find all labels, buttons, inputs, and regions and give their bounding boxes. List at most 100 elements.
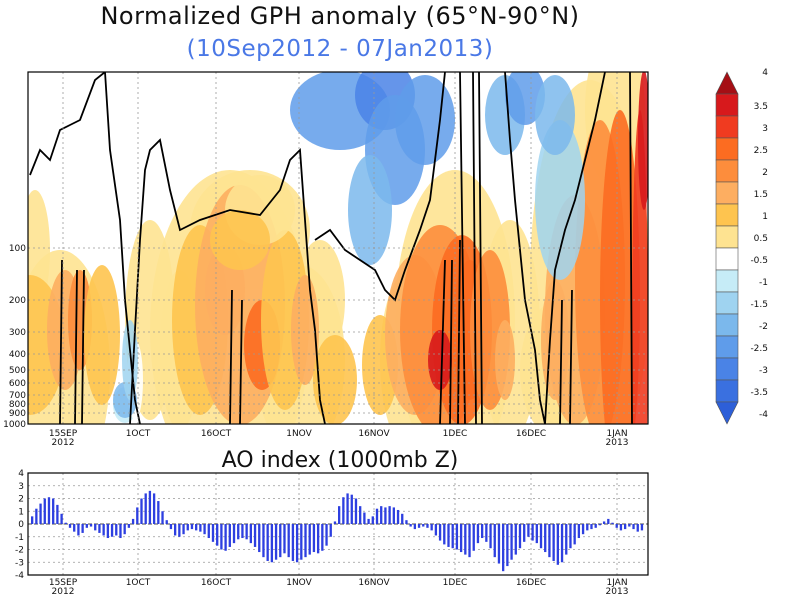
colorbar-segment — [715, 269, 739, 293]
ao-bar — [531, 524, 534, 541]
y-tick-label: 300 — [9, 328, 26, 338]
ao-y-tick-label: -1 — [15, 533, 24, 543]
colorbar-segment — [715, 137, 739, 161]
ao-bar — [480, 524, 484, 539]
ao-bar — [384, 507, 387, 524]
ao-bar — [581, 524, 585, 535]
ao-bar — [497, 524, 501, 564]
x-tick-label: 16DEC — [516, 578, 546, 588]
ao-bar — [258, 524, 261, 553]
chart-title: Normalized GPH anomaly (65°N-90°N) — [100, 2, 580, 30]
colorbar-segment — [715, 225, 739, 249]
colorbar-segment — [715, 379, 739, 403]
colorbar-label: -0.5 — [750, 256, 768, 266]
colorbar-segment — [715, 93, 739, 117]
colorbar-label: -1 — [759, 278, 768, 288]
ao-bar — [152, 493, 156, 524]
ao-bar — [73, 524, 76, 532]
ao-bar — [434, 524, 438, 536]
ao-bar — [523, 524, 526, 542]
ao-bar — [569, 524, 572, 549]
zero-contour — [29, 72, 141, 424]
ao-bar — [39, 503, 42, 524]
ao-bar — [199, 524, 202, 532]
ao-bar — [438, 524, 442, 541]
x-tick-label: 2012 — [52, 438, 75, 448]
y-tick-label: 600 — [9, 379, 26, 389]
ao-bar — [300, 524, 303, 560]
ao-y-tick-label: 1 — [18, 507, 24, 517]
ao-bar — [266, 524, 269, 561]
ao-bar — [195, 524, 198, 531]
ao-y-tick-label: 4 — [18, 469, 24, 479]
colorbar-label: -3.5 — [750, 388, 768, 398]
ao-bar — [245, 524, 248, 540]
zero-contour — [129, 138, 326, 424]
ao-bar — [216, 524, 219, 546]
x-tick-label: 16OCT — [201, 429, 232, 439]
colorbar-label: -2 — [759, 322, 768, 332]
ao-bar — [77, 524, 80, 536]
y-tick-label: 700 — [9, 391, 26, 401]
ao-bar — [464, 524, 467, 555]
x-tick-label: 1DEC — [443, 578, 468, 588]
ao-bar — [287, 524, 290, 558]
ao-bar — [577, 524, 581, 539]
ao-bar — [249, 524, 252, 544]
ao-bar — [510, 524, 513, 560]
ao-bar — [346, 493, 349, 524]
zero-contour — [314, 72, 446, 302]
ao-y-tick-label: -2 — [15, 546, 24, 556]
zero-contour — [229, 289, 243, 424]
ao-bar — [203, 524, 206, 535]
ao-bar — [468, 524, 471, 558]
ao-bar — [443, 524, 446, 545]
x-tick-label: 1NOV — [286, 578, 312, 588]
ao-bar — [594, 524, 597, 528]
ao-bar — [81, 524, 84, 533]
ao-frame — [27, 472, 649, 576]
zero-contour — [504, 72, 546, 424]
ao-bar — [607, 518, 610, 524]
ao-bar — [502, 524, 505, 572]
ao-bar — [220, 524, 223, 550]
colorbar-segment — [715, 203, 739, 227]
ao-bar — [405, 520, 408, 524]
ao-bar — [354, 498, 358, 524]
colorbar-label: -4 — [759, 410, 768, 420]
ao-bar — [119, 524, 122, 539]
ao-bar — [110, 524, 114, 537]
ao-bar — [60, 513, 63, 524]
ao-bar — [426, 524, 429, 528]
colorbar-label: 3.5 — [754, 102, 768, 112]
ao-bar — [241, 524, 244, 539]
x-tick-label: 16NOV — [358, 578, 390, 588]
ao-bar — [338, 506, 341, 524]
x-tick-label: 16DEC — [516, 429, 546, 439]
colorbar-label: 1 — [762, 212, 768, 222]
ao-bar — [598, 524, 602, 526]
ao-y-tick-label: 3 — [18, 482, 24, 492]
ao-bar — [157, 501, 160, 524]
colorbar-label: -3 — [759, 366, 768, 376]
ao-bar — [560, 524, 564, 563]
colorbar-segment — [715, 357, 739, 381]
ao-bar — [485, 524, 488, 542]
colorbar-segment — [715, 159, 739, 183]
ao-bar — [518, 524, 522, 549]
x-tick-label: 1JAN — [606, 578, 627, 588]
ao-bar — [342, 497, 345, 524]
ao-y-tick-label: 0 — [18, 520, 24, 530]
ao-bar — [359, 506, 362, 524]
ao-bar — [586, 524, 589, 531]
ao-bar — [89, 524, 93, 527]
ao-bar — [514, 524, 517, 555]
ao-bar — [211, 524, 215, 542]
ao-bar — [295, 524, 299, 563]
colorbar-segment — [715, 335, 739, 359]
ao-bar — [472, 524, 475, 551]
y-tick-label: 400 — [9, 350, 26, 360]
colorbar-segment — [715, 115, 739, 139]
ao-bar — [640, 524, 644, 531]
ao-bar — [636, 524, 639, 532]
